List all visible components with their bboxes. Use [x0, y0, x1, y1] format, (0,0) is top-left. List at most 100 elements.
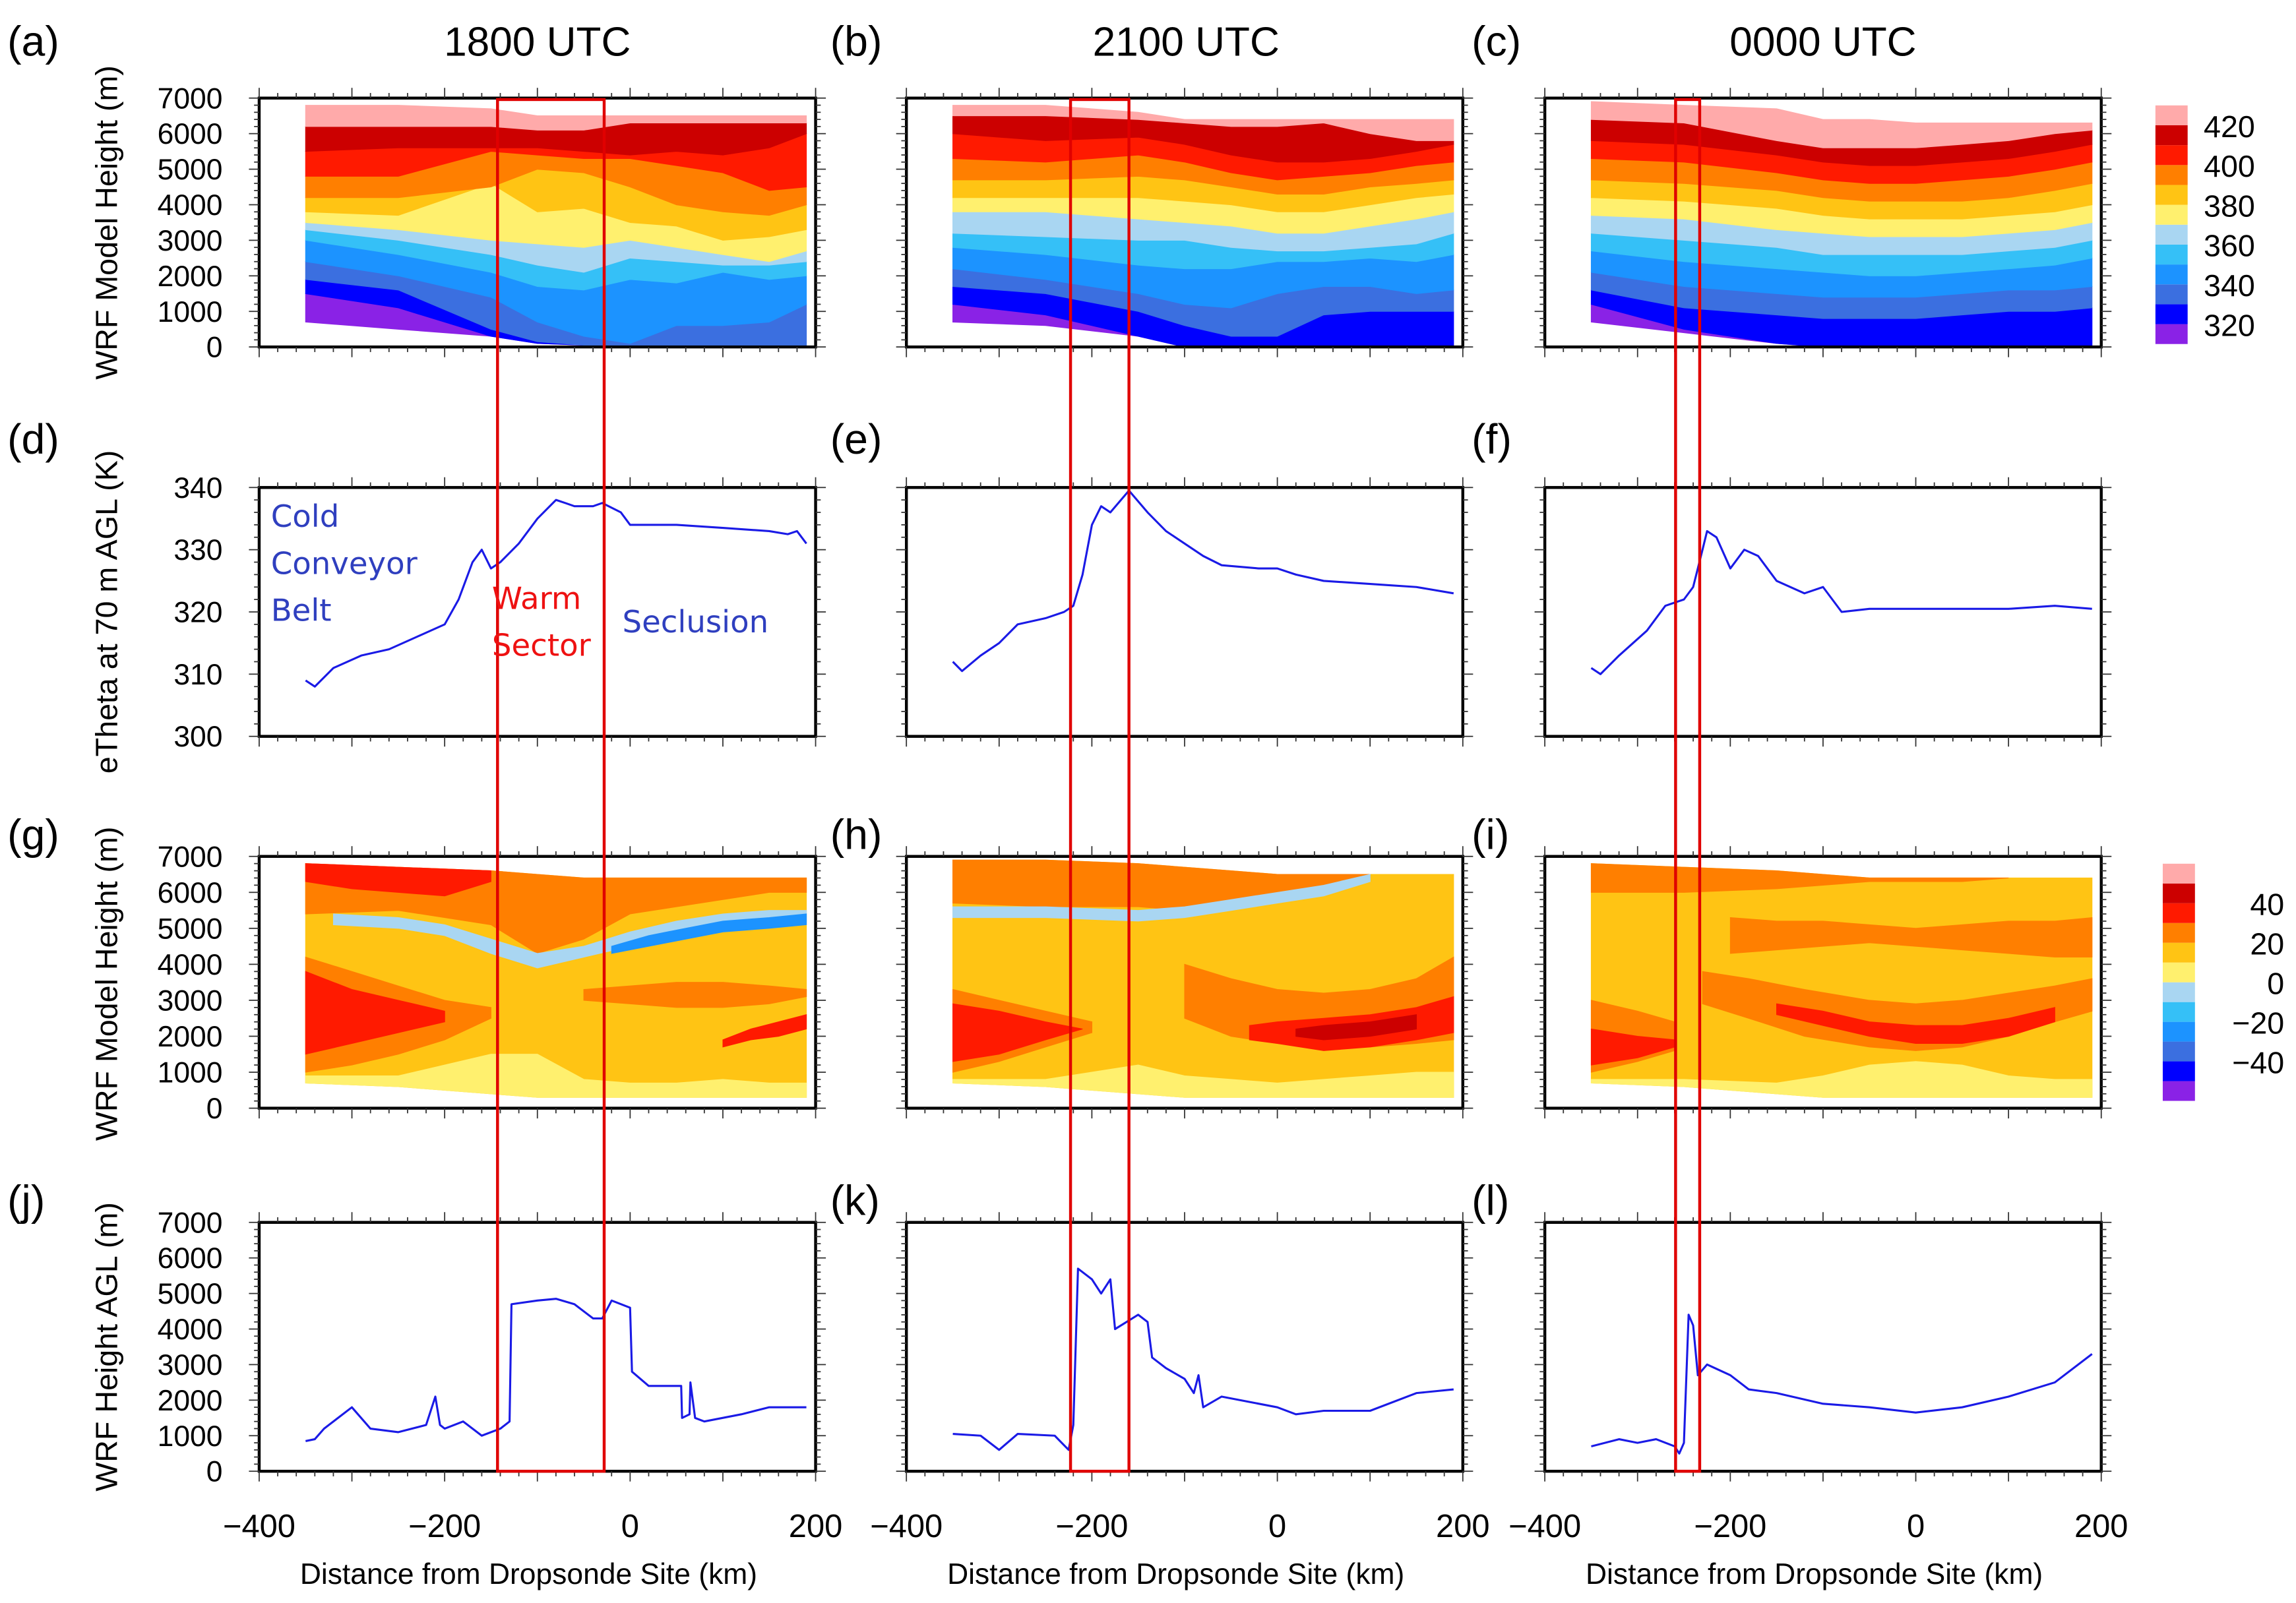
annotation-cold-conveyor-belt: Cold: [271, 499, 340, 534]
colorbar-swatch: [2155, 185, 2188, 205]
colorbar-swatch: [2162, 883, 2195, 903]
plot-frame: [1543, 486, 2103, 738]
plot-frame: [904, 486, 1465, 738]
panel-label: (e): [830, 415, 883, 463]
colorbar-label: 0: [2267, 966, 2284, 1000]
x-tick-label: −400: [223, 1509, 295, 1544]
contour-band: [952, 105, 1454, 141]
y-tick-label: 300: [173, 721, 222, 753]
x-tick-label: 200: [789, 1509, 842, 1544]
x-axis-title: Distance from Dropsonde Site (km): [1586, 1558, 2043, 1590]
y-tick-label: 4000: [158, 1314, 223, 1346]
x-axis-title: Distance from Dropsonde Site (km): [947, 1558, 1404, 1590]
contour-band: [952, 1064, 1454, 1098]
panel-label: (j): [7, 1177, 45, 1225]
colorbar-label: 380: [2204, 189, 2255, 223]
y-tick-label: 3000: [158, 1349, 223, 1381]
colorbar-label: 340: [2204, 268, 2255, 303]
column-title-1: 1800 UTC: [444, 19, 631, 65]
panel-label: (d): [7, 415, 59, 463]
y-tick-label: 1000: [158, 296, 223, 328]
y-tick-label: 6000: [158, 877, 223, 909]
colorbar-swatch: [2162, 1021, 2195, 1042]
panel-label: (h): [830, 811, 883, 859]
y-tick-label: 330: [173, 534, 222, 566]
colorbar-label: 40: [2250, 888, 2284, 922]
annotation-seclusion: Seclusion: [623, 604, 769, 640]
y-tick-label: 320: [173, 597, 222, 629]
colorbar-swatch: [2155, 324, 2188, 344]
contour-fills: [305, 101, 2093, 1098]
annotation-warm-sector: Sector: [492, 628, 592, 663]
y-tick-label: 0: [206, 1093, 223, 1125]
colorbar-swatch: [2155, 204, 2188, 225]
y-tick-label: 6000: [158, 1242, 223, 1275]
colorbar-swatch: [2162, 1081, 2195, 1101]
colorbar-label: 20: [2250, 926, 2284, 961]
y-tick-label: 7000: [158, 1207, 223, 1239]
x-tick-label: −200: [1694, 1509, 1766, 1544]
contour-band: [952, 1003, 1083, 1062]
y-axis-title: eTheta at 70 m AGL (K): [90, 450, 124, 774]
contour-band: [722, 1014, 807, 1048]
annotation-warm-sector: Warm: [492, 581, 581, 617]
colorbar-swatch: [2162, 903, 2195, 923]
x-tick-label: −400: [870, 1509, 943, 1544]
contour-band: [1729, 917, 2093, 958]
colorbar-swatch: [2155, 284, 2188, 305]
y-tick-label: 6000: [158, 118, 223, 150]
series-line-k: [952, 1267, 1454, 1451]
colorbar-swatch: [2162, 922, 2195, 943]
panel-label: (b): [830, 17, 883, 65]
x-axis-title: Distance from Dropsonde Site (km): [300, 1558, 757, 1590]
highlight-boxes: [496, 98, 1702, 1473]
colorbar-label: 400: [2204, 149, 2255, 183]
y-tick-label: 340: [173, 472, 222, 504]
y-tick-label: 7000: [158, 841, 223, 873]
annotation-cold-conveyor-belt: Belt: [271, 592, 332, 628]
highlight-box: [1069, 98, 1131, 1473]
column-title-2: 2100 UTC: [1093, 19, 1280, 65]
colorbar-label: 360: [2204, 229, 2255, 263]
x-tick-label: 200: [1436, 1509, 1489, 1544]
panel-label: (g): [7, 811, 59, 859]
series-line-e: [952, 489, 1454, 673]
panel-label: (a): [7, 17, 59, 65]
highlight-box: [1674, 98, 1702, 1473]
y-tick-label: 2000: [158, 1021, 223, 1053]
colorbar-swatch: [2162, 1002, 2195, 1022]
y-tick-label: 7000: [158, 82, 223, 115]
contour-band: [583, 982, 807, 1008]
y-axis-title: WRF Model Height (m): [90, 65, 124, 380]
plot-frame: [257, 1221, 817, 1473]
y-tick-label: 0: [206, 1456, 223, 1488]
y-tick-label: 4000: [158, 189, 223, 222]
colorbar-swatch: [2162, 1061, 2195, 1081]
x-tick-label: −200: [1055, 1509, 1128, 1544]
colorbar-swatch: [2155, 165, 2188, 185]
series-line-d: [305, 499, 807, 688]
colorbar-swatch: [2155, 145, 2188, 166]
y-tick-label: 1000: [158, 1420, 223, 1453]
contour-band: [305, 105, 807, 131]
y-tick-label: 1000: [158, 1057, 223, 1089]
contour-band: [305, 863, 491, 897]
contour-band: [611, 913, 807, 954]
contour-band: [1590, 1061, 2093, 1098]
y-tick-label: 3000: [158, 984, 223, 1017]
colorbar-label: 420: [2204, 109, 2255, 144]
y-tick-label: 0: [206, 332, 223, 364]
annotation-cold-conveyor-belt: Conveyor: [271, 545, 418, 581]
x-tick-label: 0: [1907, 1509, 1925, 1544]
x-tick-label: 200: [2074, 1509, 2128, 1544]
panel-label: (c): [1472, 17, 1521, 65]
contour-band: [952, 874, 1371, 922]
y-tick-label: 5000: [158, 1278, 223, 1310]
column-title-3: 0000 UTC: [1729, 19, 1916, 65]
y-axis-title: WRF Height AGL (m): [90, 1202, 124, 1492]
y-tick-label: 4000: [158, 949, 223, 981]
x-tick-label: 0: [621, 1509, 639, 1544]
contour-band: [1295, 1014, 1417, 1041]
y-tick-label: 3000: [158, 225, 223, 257]
